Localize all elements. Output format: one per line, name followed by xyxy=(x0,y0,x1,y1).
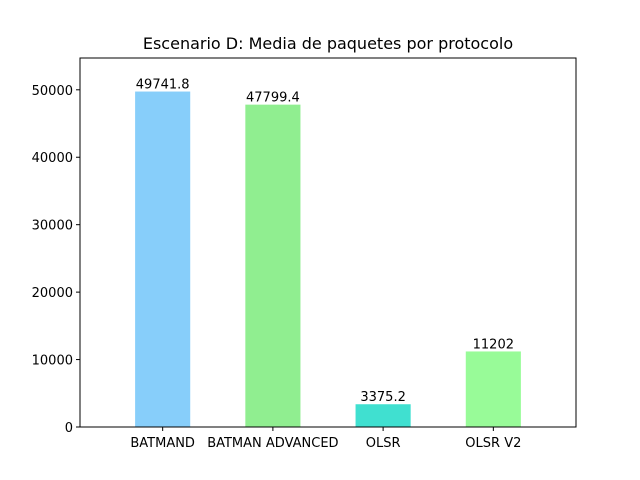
bar-0 xyxy=(135,91,191,427)
y-tick-label-0: 0 xyxy=(65,421,73,436)
data-label-2: 3375.2 xyxy=(360,390,406,405)
data-label-3: 11202 xyxy=(473,337,514,352)
bar-2 xyxy=(355,404,411,427)
bar-1 xyxy=(245,104,301,427)
x-tick-label-1: BATMAN ADVANCED xyxy=(207,436,338,451)
x-axis: BATMAND BATMAN ADVANCED OLSR OLSR V2 xyxy=(130,427,521,451)
y-tick-label-3: 30000 xyxy=(32,219,73,234)
y-axis: 0 10000 20000 30000 40000 50000 xyxy=(32,84,80,436)
y-tick-label-1: 10000 xyxy=(32,354,73,369)
y-tick-label-2: 20000 xyxy=(32,286,73,301)
y-tick-label-5: 50000 xyxy=(32,84,73,99)
y-tick-label-4: 40000 xyxy=(32,151,73,166)
x-tick-label-2: OLSR xyxy=(366,436,401,451)
bar-3 xyxy=(465,351,521,427)
data-label-0: 49741.8 xyxy=(136,78,190,93)
chart-title: Escenario D: Media de paquetes por proto… xyxy=(143,34,513,53)
x-tick-label-3: OLSR V2 xyxy=(465,436,521,451)
bars-group: 49741.8 47799.4 3375.2 11202 xyxy=(135,78,521,427)
plot-frame xyxy=(79,57,577,428)
x-tick-label-0: BATMAND xyxy=(130,436,195,451)
data-label-1: 47799.4 xyxy=(246,91,300,106)
